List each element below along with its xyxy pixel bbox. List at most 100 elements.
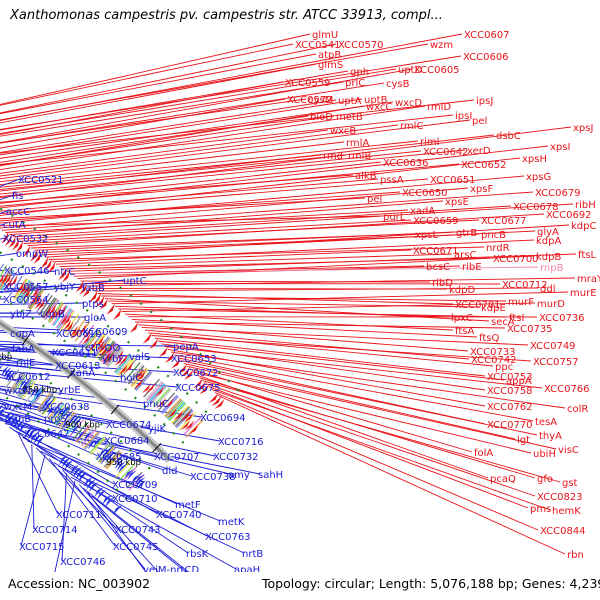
reverse-gene-label[interactable]: XCC0732: [213, 452, 259, 463]
reverse-gene-label[interactable]: uptC: [123, 276, 147, 287]
forward-gene-label[interactable]: ftsI: [509, 313, 524, 324]
forward-gene-label[interactable]: riml: [420, 137, 439, 148]
forward-gene-label[interactable]: XCC0770: [487, 420, 533, 431]
forward-gene-label[interactable]: ipsI: [455, 111, 472, 122]
forward-gene-label[interactable]: hemK: [552, 506, 581, 517]
reverse-gene-label[interactable]: XCC0740: [156, 510, 202, 521]
reverse-gene-label[interactable]: rhlE: [16, 358, 35, 369]
forward-gene-label[interactable]: colR: [567, 404, 588, 415]
forward-gene-label[interactable]: pcaQ: [490, 474, 516, 485]
forward-gene-label[interactable]: atpB: [318, 50, 341, 61]
reverse-gene-label[interactable]: XCC0715: [19, 542, 65, 553]
forward-gene-label[interactable]: murD: [537, 299, 565, 310]
forward-gene-label[interactable]: XCC0671: [413, 246, 459, 257]
reverse-gene-label[interactable]: XCC0745: [113, 542, 159, 553]
reverse-gene-label[interactable]: XCC0672: [173, 368, 219, 379]
reverse-gene-label[interactable]: XCC0675: [175, 383, 221, 394]
reverse-gene-label[interactable]: XCC0564: [3, 295, 49, 306]
forward-gene-label[interactable]: lgt: [517, 435, 530, 446]
reverse-gene-label[interactable]: XCC0546: [4, 266, 50, 277]
forward-gene-label[interactable]: XCC0659: [413, 216, 459, 227]
reverse-gene-label[interactable]: XCC0709: [112, 480, 158, 491]
reverse-gene-label[interactable]: XCC0613: [55, 361, 101, 372]
reverse-gene-label[interactable]: wxcM: [4, 402, 32, 413]
forward-gene-label[interactable]: wxcB: [330, 126, 356, 137]
forward-gene-label[interactable]: XCC0733: [470, 347, 516, 358]
forward-gene-label[interactable]: murF: [508, 297, 534, 308]
reverse-gene-label[interactable]: XCC0716: [218, 437, 264, 448]
forward-gene-label[interactable]: XCC0758: [487, 386, 533, 397]
forward-gene-label[interactable]: XCC0572: [287, 95, 333, 106]
forward-gene-label[interactable]: dsbC: [496, 131, 521, 142]
forward-gene-label[interactable]: bcsC: [426, 262, 450, 273]
forward-gene-label[interactable]: XCC0605: [414, 65, 460, 76]
forward-gene-label[interactable]: xadA: [410, 206, 435, 217]
forward-gene-label[interactable]: XCC0642: [423, 147, 469, 158]
forward-gene-label[interactable]: XCC0559: [285, 78, 331, 89]
reverse-gene-label[interactable]: XCC0638: [44, 402, 90, 413]
forward-gene-label[interactable]: pssA: [380, 175, 404, 186]
forward-gene-label[interactable]: XCC0753: [487, 372, 533, 383]
forward-gene-label[interactable]: XCC0844: [540, 526, 586, 537]
reverse-gene-label[interactable]: XCC0611: [52, 348, 98, 359]
reverse-gene-label[interactable]: XCC0647: [24, 429, 70, 440]
forward-gene-label[interactable]: XCC0679: [535, 188, 581, 199]
reverse-gene-label[interactable]: nrtB: [242, 549, 263, 560]
forward-gene-label[interactable]: ftsQ: [479, 333, 499, 344]
forward-gene-label[interactable]: pncB: [481, 230, 506, 241]
forward-gene-label[interactable]: rmlA: [346, 138, 369, 149]
forward-gene-label[interactable]: kdpA: [536, 236, 561, 247]
forward-gene-label[interactable]: rmlD: [427, 102, 451, 113]
reverse-gene-label[interactable]: cutA: [3, 220, 26, 231]
reverse-gene-label[interactable]: xanA: [70, 368, 95, 379]
forward-gene-label[interactable]: xerD: [467, 146, 491, 157]
forward-gene-label[interactable]: XCC0749: [530, 341, 576, 352]
forward-gene-label[interactable]: thyA: [539, 431, 562, 442]
forward-gene-label[interactable]: kdpB: [536, 252, 561, 263]
forward-gene-label[interactable]: XCC0823: [537, 492, 583, 503]
reverse-gene-label[interactable]: yeiM-nrtCD: [143, 565, 199, 576]
forward-gene-label[interactable]: XCC0570: [338, 40, 384, 51]
reverse-gene-label[interactable]: yjiK: [148, 424, 166, 435]
reverse-gene-label[interactable]: pepA: [173, 342, 199, 353]
forward-gene-label[interactable]: xpsJ: [573, 123, 593, 134]
forward-gene-label[interactable]: uptA: [338, 96, 362, 107]
reverse-gene-label[interactable]: fis: [12, 191, 24, 202]
reverse-gene-label[interactable]: XCC0685: [96, 452, 142, 463]
forward-gene-label[interactable]: cysB: [386, 79, 410, 90]
reverse-gene-label[interactable]: proS: [44, 414, 67, 425]
forward-gene-label[interactable]: xpsI: [550, 142, 570, 153]
forward-gene-label[interactable]: lpxC: [451, 313, 473, 324]
forward-gene-label[interactable]: metB: [336, 112, 363, 123]
reverse-gene-label[interactable]: copB: [40, 309, 65, 320]
forward-gene-label[interactable]: mraY: [577, 274, 600, 285]
reverse-gene-label[interactable]: XCC0710: [112, 494, 158, 505]
forward-gene-label[interactable]: glmU: [312, 30, 338, 41]
reverse-gene-label[interactable]: XCC0763: [205, 532, 251, 543]
forward-gene-label[interactable]: wxcD: [395, 98, 422, 109]
forward-gene-label[interactable]: ribH: [575, 200, 596, 211]
reverse-gene-label[interactable]: wxcN: [4, 386, 31, 397]
forward-gene-label[interactable]: gfo: [537, 474, 553, 485]
forward-gene-label[interactable]: XCC0766: [544, 384, 590, 395]
forward-gene-label[interactable]: kdpD: [449, 285, 475, 296]
reverse-gene-label[interactable]: xanB: [6, 414, 31, 425]
reverse-gene-label[interactable]: pnuC: [143, 399, 169, 410]
reverse-gene-label[interactable]: retF-OO: [81, 343, 120, 354]
reverse-gene-label[interactable]: XCC0707: [154, 452, 200, 463]
forward-gene-label[interactable]: gst: [562, 478, 578, 489]
forward-gene-label[interactable]: XCC0742: [471, 355, 517, 366]
forward-gene-label[interactable]: XCC0607: [464, 30, 510, 41]
forward-gene-label[interactable]: rmlB: [348, 151, 371, 162]
forward-gene-label[interactable]: purL: [383, 212, 406, 223]
forward-gene-label[interactable]: XCC0678: [513, 202, 559, 213]
reverse-gene-label[interactable]: XCC0684: [104, 436, 150, 447]
forward-gene-label[interactable]: XCC0650: [402, 188, 448, 199]
reverse-gene-label[interactable]: ompW: [16, 249, 48, 260]
reverse-gene-label[interactable]: XCC0653: [171, 354, 217, 365]
forward-gene-label[interactable]: XCC0757: [533, 357, 579, 368]
forward-gene-label[interactable]: ipsJ: [476, 96, 493, 107]
forward-gene-label[interactable]: xpsH: [522, 154, 547, 165]
forward-gene-label[interactable]: XCC0541: [295, 40, 341, 51]
